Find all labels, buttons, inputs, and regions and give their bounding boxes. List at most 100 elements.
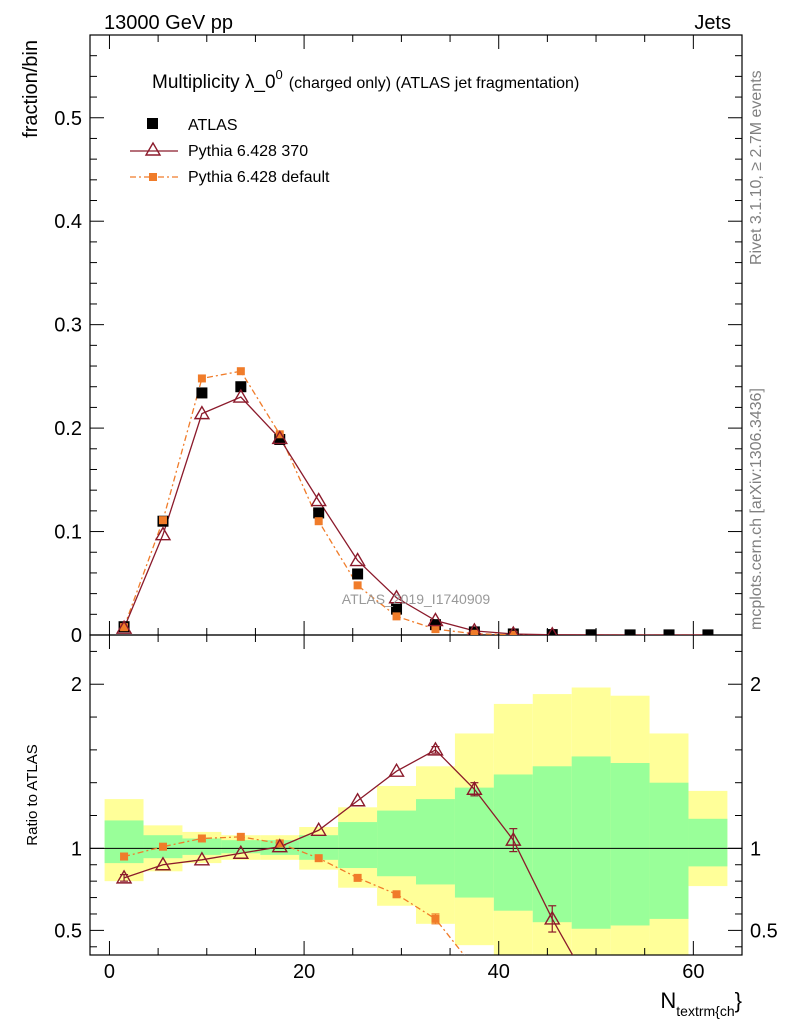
green-band-bin-15 — [688, 818, 728, 867]
x-tick-label-20: 20 — [293, 961, 315, 983]
header-energy-label: 13000 GeV pp — [104, 12, 233, 34]
point-pythia-default-1 — [158, 516, 167, 525]
ratio-point-pythia-default-6 — [353, 873, 362, 882]
main-plot-marks — [115, 367, 714, 635]
green-band-bin-2 — [182, 838, 222, 855]
point-pythia-370-3 — [232, 388, 250, 403]
ratio-plot-marks — [115, 741, 574, 955]
ratio-point-pythia-370-11 — [544, 910, 561, 925]
ratio-point-pythia-370-9 — [466, 780, 483, 795]
legend-marker-pythia-default — [149, 173, 157, 181]
point-pythia-370-7 — [388, 589, 405, 604]
green-band-bin-8 — [416, 799, 455, 885]
point-atlas-8 — [429, 619, 441, 631]
point-atlas-3 — [235, 381, 247, 393]
point-atlas-6 — [352, 568, 364, 580]
ratio-y-axis-label: Ratio to ATLAS — [24, 744, 41, 845]
point-atlas-2 — [196, 387, 208, 399]
ratio-point-pythia-370-2 — [193, 851, 211, 866]
point-pythia-default-8 — [431, 625, 440, 634]
header-jets-label: Jets — [694, 12, 731, 34]
point-atlas-4 — [274, 433, 286, 445]
y-tick-label-0: 0 — [71, 625, 82, 647]
line-pythia-370 — [123, 396, 708, 635]
point-pythia-370-9 — [467, 622, 482, 635]
ratio-point-pythia-370-0 — [115, 869, 133, 884]
data-marks — [115, 367, 714, 955]
green-band-bin-4 — [260, 840, 300, 855]
ratio-point-pythia-default-1 — [158, 842, 167, 851]
point-pythia-default-5 — [314, 517, 323, 526]
point-atlas-5 — [313, 507, 325, 519]
point-pythia-370-6 — [349, 552, 366, 567]
ratio-bands — [104, 687, 728, 955]
point-pythia-370-10 — [507, 625, 519, 635]
green-band-bin-6 — [338, 822, 378, 869]
mcplots-label: mcplots.cern.ch [arXiv:1306.3436] — [748, 388, 765, 630]
ratio-plot-frame — [89, 634, 743, 956]
ratio-point-pythia-370-6 — [349, 792, 366, 807]
point-pythia-default-3 — [236, 367, 245, 376]
ratio-point-pythia-370-4 — [271, 838, 288, 853]
point-pythia-370-11 — [547, 626, 558, 635]
axis-ticks: 0 20 40 60 0 0.1 0.2 0.3 0.4 0.5 0.5 0.5 1 1 2 2 — [54, 34, 778, 983]
y-tick-label-0.1: 0.1 — [54, 522, 82, 544]
point-pythia-default-7 — [392, 612, 401, 621]
y-tick-label-0.3: 0.3 — [54, 315, 82, 337]
legend-label-pythia-default: Pythia 6.428 default — [188, 169, 330, 186]
ratio-point-pythia-default-8 — [431, 914, 440, 923]
point-pythia-370-5 — [310, 492, 327, 507]
green-band-bin-11 — [532, 766, 572, 923]
legend-marker-atlas — [147, 118, 158, 129]
ratio-point-pythia-370-5 — [310, 821, 327, 836]
point-pythia-default-4 — [275, 430, 284, 439]
point-atlas-12 — [585, 629, 597, 635]
ratio-point-pythia-370-3 — [232, 844, 250, 859]
legend-marker-pythia370 — [144, 141, 162, 156]
ratio-point-pythia-default-2 — [197, 834, 206, 843]
point-atlas-7 — [391, 603, 403, 615]
point-atlas-15 — [702, 629, 714, 635]
plot-frames — [89, 34, 743, 956]
x-axis-label-tail: } — [735, 988, 742, 1013]
legend: ATLAS Pythia 6.428 370 Pythia 6.428 defa… — [130, 117, 330, 186]
green-band-bin-7 — [377, 810, 416, 877]
point-pythia-370-4 — [271, 430, 288, 445]
legend-label-pythia370: Pythia 6.428 370 — [188, 143, 308, 160]
green-band-bin-9 — [454, 787, 494, 898]
green-band-bin-12 — [571, 756, 611, 929]
point-pythia-370-0 — [115, 619, 133, 634]
legend-label-atlas: ATLAS — [188, 117, 238, 134]
ratio-tick-label-left-2: 2 — [71, 674, 82, 696]
ratio-point-pythia-default-3 — [236, 832, 245, 841]
point-pythia-370-2 — [193, 405, 211, 420]
point-atlas-11 — [546, 629, 558, 635]
x-axis-label: Ntextrm{ch} — [660, 988, 742, 1019]
x-tick-label-60: 60 — [682, 961, 704, 983]
ratio-tick-label-left-0.5: 0.5 — [54, 920, 82, 942]
rivet-version-label: Rivet 3.1.10, ≥ 2.7M events — [748, 70, 765, 265]
x-tick-label-0: 0 — [104, 961, 115, 983]
point-pythia-default-2 — [197, 374, 206, 383]
chart-title-main: Multiplicity λ_0 — [152, 72, 276, 93]
green-band-bin-13 — [610, 763, 650, 926]
y-axis-label: fraction/bin — [20, 40, 42, 138]
ratio-point-pythia-default-7 — [392, 890, 401, 899]
y-tick-label-0.4: 0.4 — [54, 211, 82, 233]
analysis-watermark: ATLAS_2019_I1740909 — [342, 591, 491, 607]
point-pythia-default-0 — [120, 623, 129, 632]
ratio-point-pythia-370-10 — [505, 831, 522, 846]
green-band-bin-14 — [649, 782, 689, 919]
point-pythia-370-1 — [154, 526, 172, 541]
x-tick-label-40: 40 — [488, 961, 510, 983]
point-pythia-370-8 — [427, 612, 444, 627]
ratio-point-pythia-default-0 — [120, 852, 129, 861]
y-tick-label-0.2: 0.2 — [54, 418, 82, 440]
line-pythia-default — [123, 370, 708, 635]
ratio-line-pythia-370 — [123, 749, 574, 955]
point-atlas-14 — [663, 629, 675, 635]
point-atlas-13 — [624, 629, 636, 635]
x-axis-label-sub: textrm{ch — [676, 1003, 734, 1019]
ratio-tick-label-left-1: 1 — [71, 838, 82, 860]
ratio-tick-label-right-0.5: 0.5 — [750, 920, 778, 942]
